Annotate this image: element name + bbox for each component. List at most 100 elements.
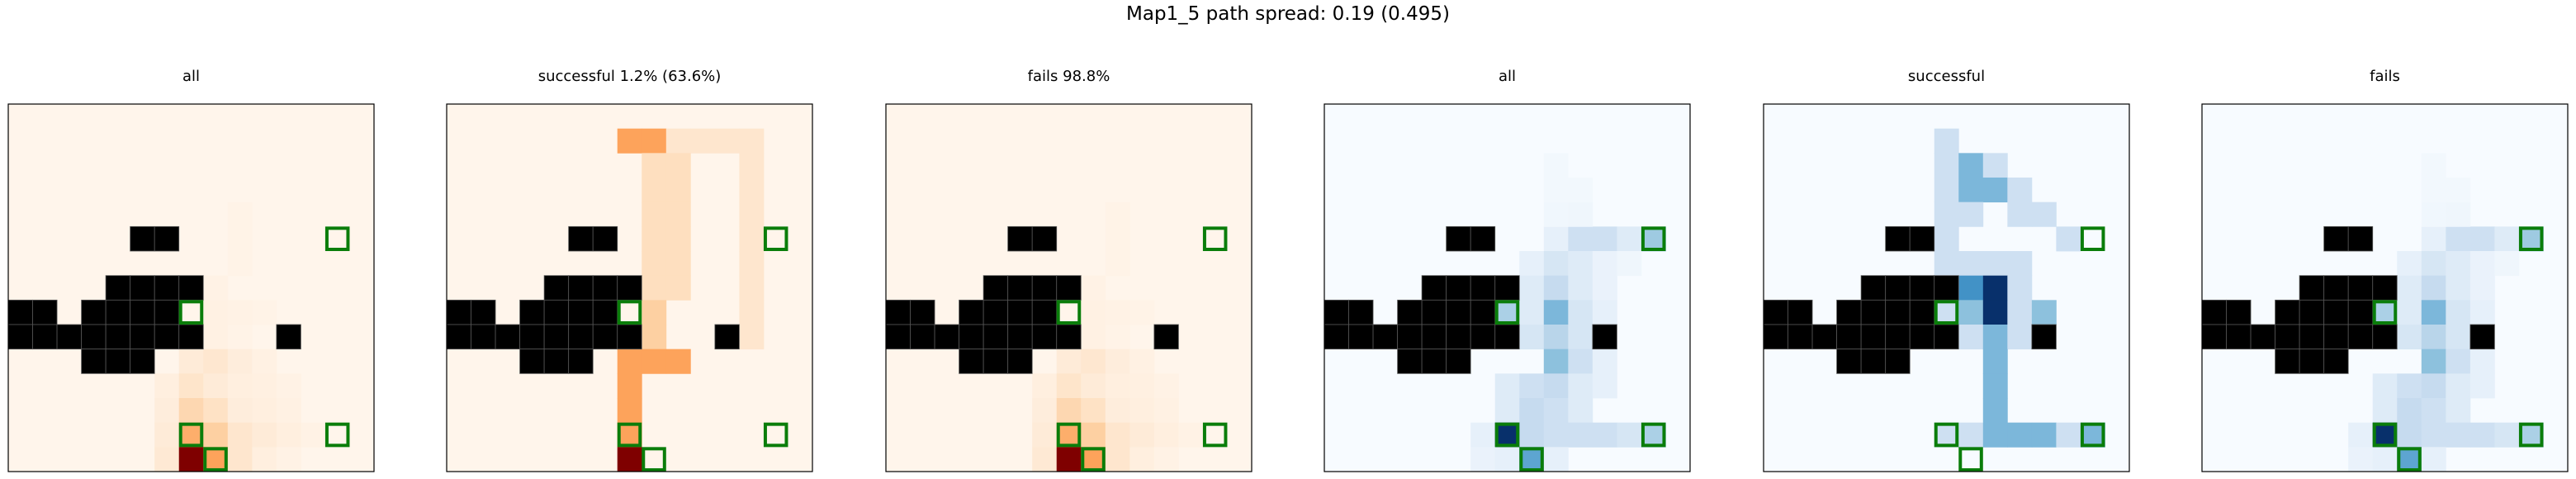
obstacle-cell <box>2275 324 2300 350</box>
obstacle-cell <box>1494 324 1520 350</box>
obstacle-cell <box>1397 324 1423 350</box>
obstacle-cell <box>1324 299 1349 325</box>
obstacle-cell <box>1494 275 1520 301</box>
obstacle-cell <box>446 324 471 350</box>
obstacle-cell <box>130 324 155 350</box>
heatmap-cell <box>2469 349 2495 374</box>
heatmap-cell <box>1032 447 1058 472</box>
obstacle-cell <box>910 324 935 350</box>
heatmap-cell <box>1519 325 1545 350</box>
heatmap-cell <box>1105 398 1130 424</box>
heatmap-cell <box>2031 202 2057 227</box>
heatmap-cell <box>1494 398 1520 424</box>
obstacle-cell <box>1421 299 1447 325</box>
obstacle-cell <box>1397 349 1423 374</box>
heatmap-cell <box>2007 422 2033 448</box>
heatmap-cell <box>642 251 667 277</box>
heatmap-cell <box>1592 275 1617 301</box>
heatmap-cell <box>617 373 642 399</box>
obstacle-cell <box>2347 324 2374 350</box>
heatmap-cell <box>1153 422 1179 448</box>
goal-marker <box>1202 226 1228 251</box>
goal-marker <box>324 226 350 251</box>
heatmap-cell <box>739 325 765 350</box>
heatmap-cell <box>642 325 667 350</box>
heatmap-cell <box>2469 275 2495 301</box>
obstacle-cell <box>1031 225 1058 252</box>
heatmap-cell <box>1568 275 1593 301</box>
goal-marker <box>1081 447 1106 472</box>
heatmap-cell <box>2421 325 2446 350</box>
obstacle-cell <box>1421 275 1447 301</box>
obstacle-cell <box>105 299 131 325</box>
goal-marker <box>2518 422 2544 448</box>
heatmap-cell <box>276 398 301 424</box>
heatmap-cell <box>1934 226 1959 252</box>
obstacle-cell <box>1421 324 1447 350</box>
obstacle-cell <box>592 324 618 350</box>
heatmap-cell <box>1129 422 1155 448</box>
heatmap-cell <box>1178 422 1204 448</box>
heatmap-panel-3: fails 98.8% <box>885 68 1252 472</box>
heatmap-cell <box>203 373 229 399</box>
obstacle-cell <box>1909 299 1935 325</box>
heatmap-cell <box>642 275 667 301</box>
heatmap-cell <box>1568 325 1593 350</box>
obstacle-cell <box>617 275 642 301</box>
obstacle-cell <box>519 349 545 374</box>
heatmap-cell <box>1153 398 1179 424</box>
obstacle-cell <box>2323 324 2349 350</box>
obstacle-cell <box>1860 299 1887 325</box>
heatmap-cell <box>1543 300 1569 325</box>
obstacle-cell <box>1470 299 1496 325</box>
panel-title: fails 98.8% <box>1028 68 1110 85</box>
heatmap-cell <box>2397 300 2422 325</box>
obstacle-cell <box>959 299 984 325</box>
obstacle-cell <box>130 299 155 325</box>
heatmap-cell <box>1105 447 1130 472</box>
heatmap-cell <box>1494 373 1520 399</box>
heatmap-cell <box>2446 300 2471 325</box>
obstacle-cell <box>2031 324 2057 350</box>
heatmap-cell <box>154 373 180 399</box>
heatmap-cell <box>1958 153 1984 178</box>
heatmap-cell <box>178 398 204 424</box>
obstacle-cell <box>959 324 984 350</box>
goal-marker <box>1641 422 1666 448</box>
obstacle-cell <box>56 324 83 350</box>
heatmap-cell <box>1958 202 1984 227</box>
heatmap-cell <box>1982 373 2008 399</box>
heatmap-cell <box>1568 178 1593 203</box>
obstacle-cell <box>154 324 180 350</box>
heatmap-cell <box>739 178 765 203</box>
obstacle-cell <box>2275 299 2300 325</box>
heatmap-cell <box>739 128 765 154</box>
heatmap-panel-1: all <box>7 68 375 472</box>
obstacle-cell <box>2347 275 2374 301</box>
heatmap-cell <box>665 128 691 154</box>
axes-frame <box>1324 103 1691 472</box>
heatmap-cell <box>2397 251 2422 277</box>
heatmap-cell <box>2372 373 2398 399</box>
heatmap-cell <box>154 422 180 448</box>
heatmap-cell <box>1519 422 1545 448</box>
heatmap-cell <box>1543 349 1569 374</box>
obstacle-cell <box>1446 349 1471 374</box>
obstacle-cell <box>592 225 618 252</box>
heatmap-cell <box>1617 251 1642 277</box>
obstacle-cell <box>2275 349 2300 374</box>
heatmap-cell <box>252 373 277 399</box>
goal-marker <box>1934 300 1959 325</box>
obstacle-cell <box>1056 275 1082 301</box>
goal-marker <box>1056 300 1082 325</box>
heatmap-cell <box>1568 398 1593 424</box>
heatmap-cell <box>1568 226 1593 252</box>
heatmap-cell <box>1958 275 1984 301</box>
heatmap-cell <box>1494 422 1520 448</box>
heatmap-cell <box>203 325 229 350</box>
heatmap-cell <box>1617 226 1642 252</box>
heatmap-cell <box>227 325 253 350</box>
heatmap-cell <box>1056 349 1082 374</box>
obstacle-cell <box>1446 324 1471 350</box>
heatmap-cell <box>739 275 765 301</box>
